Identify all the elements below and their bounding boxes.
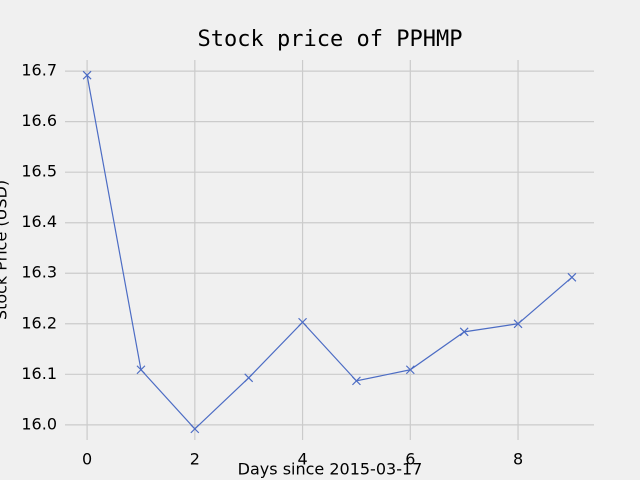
y-tick-label: 16.4	[21, 212, 57, 231]
y-tick-label: 16.7	[21, 61, 57, 80]
y-tick-label: 16.2	[21, 313, 57, 332]
marker	[459, 327, 469, 337]
marker	[136, 365, 146, 375]
x-tick-label: 4	[297, 450, 307, 469]
marker	[190, 424, 200, 434]
y-tick-label: 16.5	[21, 162, 57, 181]
y-axis-label: Stock Price (USD)	[0, 180, 11, 320]
marker	[567, 272, 577, 282]
x-tick-label: 2	[190, 450, 200, 469]
line	[86, 75, 573, 430]
marker	[298, 317, 307, 327]
y-tick-label: 16.3	[21, 263, 57, 282]
marker	[352, 376, 361, 386]
marker	[82, 70, 92, 80]
marker	[405, 365, 415, 375]
y-tick-label: 16.0	[21, 414, 57, 433]
x-axis-label: Days since 2015-03-17	[238, 460, 423, 479]
marker	[513, 319, 523, 329]
x-tick-label: 8	[513, 450, 523, 469]
marker	[244, 373, 254, 383]
y-tick-label: 16.6	[21, 111, 57, 130]
x-tick-label: 0	[82, 450, 92, 469]
x-tick-label: 6	[405, 450, 415, 469]
y-tick-label: 16.1	[21, 364, 57, 383]
chart-title: Stock price of PPHMP	[198, 27, 463, 52]
